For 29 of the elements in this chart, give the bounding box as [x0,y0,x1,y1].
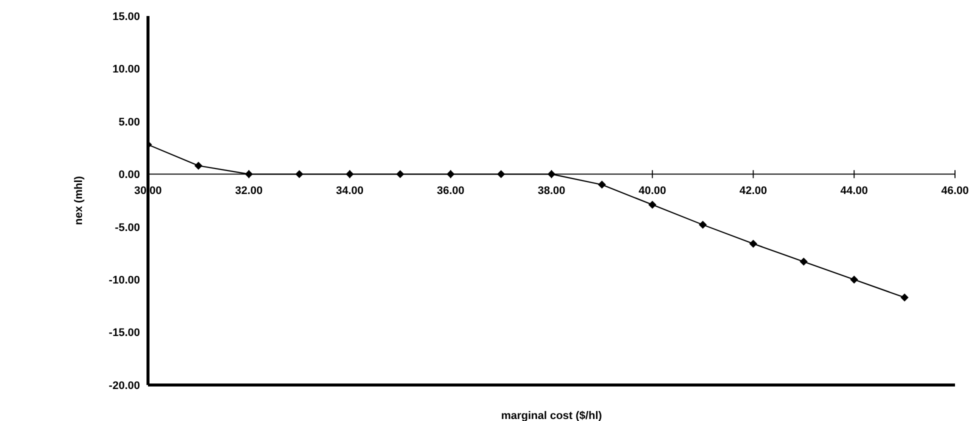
point [598,180,606,189]
point [698,220,707,229]
x-tick-label: 34.00 [336,185,364,198]
x-axis-title: marginal cost ($/hl) [501,410,602,421]
point [800,258,808,266]
y-tick-label: 0.00 [118,169,140,182]
x-tick-label: 42.00 [739,185,768,198]
x-tick-label: 44.00 [840,185,868,198]
point [850,276,858,284]
y-axis-title: nex (mhl) [72,176,85,225]
point [497,170,506,178]
point [749,240,758,248]
y-tick-label: -15.00 [108,327,140,340]
x-tick-label: 40.00 [638,185,666,198]
y-tick-label: -20.00 [108,380,140,392]
point [648,200,656,209]
point [900,293,909,302]
x-tick-label: 38.00 [538,185,566,198]
y-tick-label: 15.00 [112,10,140,23]
point [295,170,304,178]
x-tick-label: 32.00 [235,185,263,198]
y-tick-label: 10.00 [112,64,140,76]
point [194,162,202,170]
point [396,170,404,178]
x-tick-label: 36.00 [436,185,464,198]
y-tick-label: -10.00 [108,274,140,286]
y-tick-label: 5.00 [118,116,140,128]
x-tick-label: 46.00 [941,185,969,198]
y-tick-label: -5.00 [114,222,140,234]
